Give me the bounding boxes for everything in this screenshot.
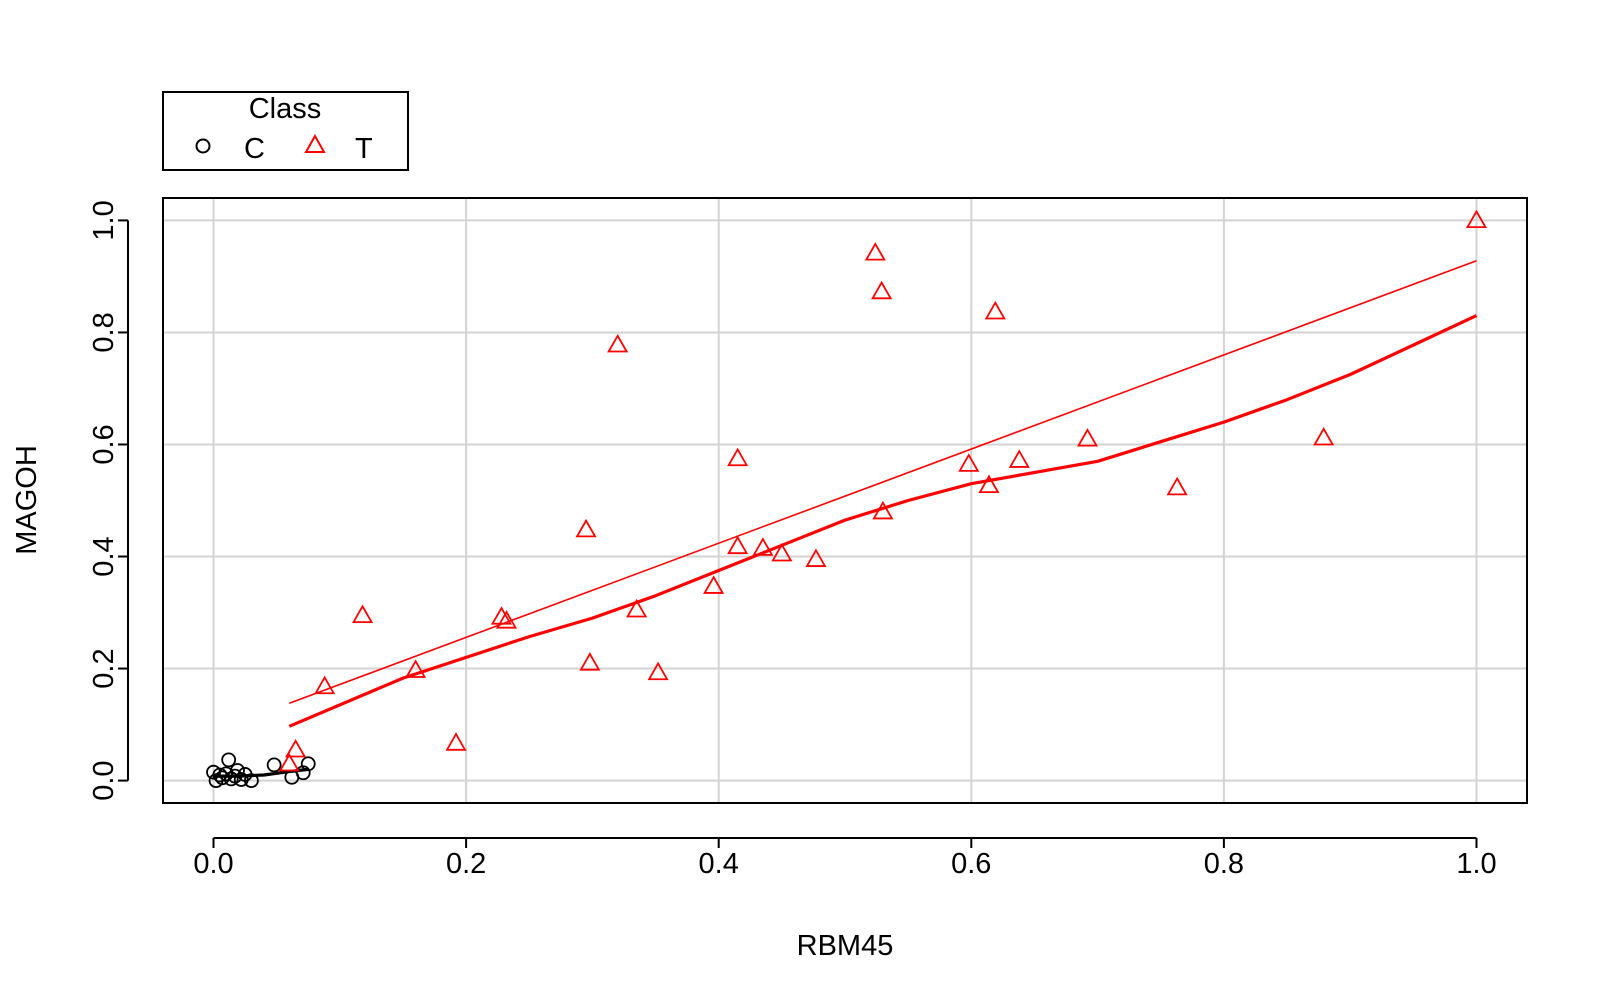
legend-label-c: C [244, 133, 265, 165]
plot-frame [162, 197, 1528, 804]
point-T-22 [958, 453, 980, 472]
legend: Class C T [162, 91, 409, 171]
point-T-5 [445, 732, 467, 751]
point-T-26 [1076, 428, 1099, 447]
point-C-12 [266, 757, 282, 773]
x-tick-label-3: 0.6 [951, 848, 991, 880]
point-C-11 [244, 773, 259, 788]
x-tick-label-2: 0.4 [699, 848, 739, 880]
y-tick-label-3: 0.6 [88, 424, 120, 464]
point-T-21 [872, 500, 894, 520]
point-T-20 [871, 280, 893, 300]
point-T-4 [405, 659, 427, 678]
point-T-1 [285, 738, 307, 758]
point-T-16 [752, 537, 774, 556]
point-T-29 [1465, 209, 1488, 229]
y-tick-label-2: 0.4 [88, 536, 120, 576]
y-tick-label-5: 1.0 [88, 200, 120, 240]
y-tick-label-4: 0.8 [88, 312, 120, 352]
point-T-13 [703, 575, 725, 594]
x-tick-label-1: 0.2 [446, 848, 486, 880]
point-T-24 [984, 300, 1006, 320]
point-T-15 [727, 535, 749, 555]
point-T-25 [1008, 449, 1030, 468]
x-tick-label-0: 0.0 [193, 848, 233, 880]
point-C-15 [300, 756, 316, 772]
point-T-18 [805, 548, 827, 567]
point-T-27 [1166, 476, 1188, 496]
point-T-11 [626, 598, 648, 618]
point-T-9 [579, 652, 601, 671]
x-tick-label-5: 1.0 [1456, 848, 1496, 880]
point-T-23 [978, 474, 1000, 494]
x-axis-title: RBM45 [797, 930, 894, 962]
data-points [206, 209, 1488, 788]
point-T-3 [351, 604, 374, 623]
point-T-28 [1313, 426, 1335, 446]
point-T-8 [575, 518, 597, 538]
x-axis: 0.0 0.2 0.4 0.6 0.8 1.0 [193, 837, 1497, 880]
fit-lines [213, 259, 1478, 778]
x-tick-label-4: 0.8 [1204, 848, 1244, 880]
legend-title: Class [249, 93, 322, 125]
legend-marker-c [195, 138, 211, 154]
point-T-17 [771, 542, 793, 562]
point-T-7 [495, 610, 518, 629]
point-C-5 [221, 752, 237, 768]
y-axis: 0.0 0.2 0.4 0.6 0.8 1.0 [88, 200, 129, 801]
y-tick-label-1: 0.2 [88, 648, 120, 688]
point-T-0 [278, 752, 300, 772]
point-T-10 [607, 333, 629, 353]
point-T-14 [727, 447, 749, 467]
regression-line-T [289, 259, 1477, 705]
legend-label-t: T [355, 133, 373, 165]
point-T-6 [490, 606, 513, 625]
point-T-19 [864, 242, 886, 261]
point-T-2 [314, 675, 336, 695]
legend-box [162, 91, 409, 171]
y-axis-title: MAGOH [11, 445, 43, 555]
point-C-8 [230, 763, 245, 778]
smooth-line-T [288, 314, 1478, 728]
y-tick-label-0: 0.0 [88, 760, 120, 800]
grid [163, 198, 1527, 803]
legend-marker-t [304, 133, 326, 153]
point-T-12 [647, 661, 669, 681]
